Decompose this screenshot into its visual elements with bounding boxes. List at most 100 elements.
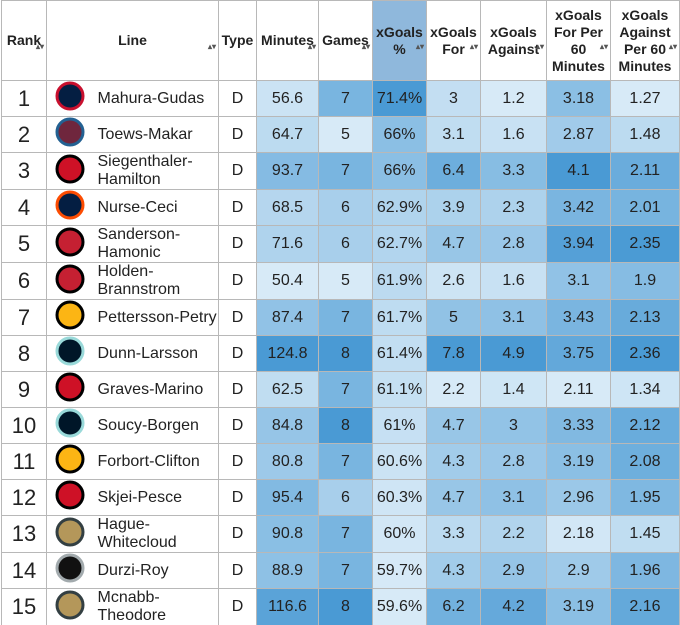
stat-cell: 2.9 xyxy=(480,552,547,589)
table-row: 15 Mcnabb-Theodore D 116.6 8 59.6% 6.2 4.2 3.19 2… xyxy=(1,588,680,625)
stat-cell: 2.8 xyxy=(480,443,547,480)
rank-cell: 9 xyxy=(1,371,47,408)
stat-cell: 7 xyxy=(318,371,373,408)
team-logo-cell xyxy=(46,479,94,516)
table-row: 9 Graves-Marino D 62.5 7 61.1% 2.2 1.4 2.11 1.34 xyxy=(1,371,680,408)
stat-cell: 4.7 xyxy=(426,479,481,516)
line-cell: Mahura-Gudas xyxy=(93,80,219,117)
line-cell: Sanderson-Hamonic xyxy=(93,225,219,263)
stat-cell: 64.7 xyxy=(256,116,319,153)
line-cell: Graves-Marino xyxy=(93,371,219,408)
stat-cell: 2.11 xyxy=(610,152,680,190)
stat-cell: 2.11 xyxy=(546,371,611,408)
rank-cell: 14 xyxy=(1,552,47,589)
rank-cell: 7 xyxy=(1,299,47,336)
column-header[interactable]: xGoals For ▴▾ xyxy=(426,0,481,81)
table-row: 14 Durzi-Roy D 88.9 7 59.7% 4.3 2.9 2.9 1.96 xyxy=(1,552,680,589)
stat-cell: 7 xyxy=(318,552,373,589)
stat-cell: 3.1 xyxy=(480,299,547,336)
team-logo xyxy=(55,517,85,546)
logo-shape xyxy=(55,264,85,293)
column-header[interactable]: Minutes ▴▾ xyxy=(256,0,319,81)
stat-cell: 6 xyxy=(318,479,373,516)
header-label: xGoals % xyxy=(376,23,423,57)
column-header[interactable]: xGoals Against Per 60 Minutes ▴▾ xyxy=(610,0,680,81)
rank-cell: 15 xyxy=(1,588,47,625)
table-row: 7 Pettersson-Petry D 87.4 7 61.7% 5 3.1 3.43 2.13 xyxy=(1,299,680,336)
stat-cell: 61.9% xyxy=(372,262,427,300)
team-logo xyxy=(55,590,85,619)
stat-cell: 61.4% xyxy=(372,335,427,372)
sort-arrow: ▴▾ xyxy=(469,42,478,51)
logo-shape xyxy=(55,336,85,366)
logo-shape xyxy=(55,227,85,256)
column-header[interactable]: Rank ▴▾ xyxy=(1,0,47,81)
column-header[interactable]: Type xyxy=(218,0,257,81)
stat-cell: 1.34 xyxy=(610,371,680,408)
stat-cell: 8 xyxy=(318,407,373,444)
stat-cell: 2.08 xyxy=(610,443,680,480)
rank-cell: 1 xyxy=(1,80,47,117)
stat-cell: 2.13 xyxy=(610,299,680,336)
sort-arrow: ▴▾ xyxy=(307,42,316,51)
stat-cell: 68.5 xyxy=(256,189,319,226)
stat-cell: 5 xyxy=(318,262,373,300)
line-cell: Holden-Brannstrom xyxy=(93,262,219,300)
team-logo-cell xyxy=(46,152,94,190)
table-row: 12 Skjei-Pesce D 95.4 6 60.3% 4.7 3.1 2.96 1.95 xyxy=(1,479,680,516)
header-row: Rank ▴▾ Line ▴▾ Type Minutes ▴▾ Games ▴▾ xGoals %… xyxy=(1,0,680,81)
stat-cell: 66% xyxy=(372,116,427,153)
stat-cell: 1.95 xyxy=(610,479,680,516)
stat-cell: 3.1 xyxy=(546,262,611,300)
stat-cell: 3.3 xyxy=(426,515,481,553)
table-row: 11 Forbort-Clifton D 80.8 7 60.6% 4.3 2.8 3.19 2.… xyxy=(1,443,680,480)
team-logo xyxy=(55,81,85,111)
stat-cell: 3.94 xyxy=(546,225,611,263)
logo-shape xyxy=(55,154,85,183)
line-cell: Durzi-Roy xyxy=(93,552,219,589)
header-label: Rank xyxy=(6,32,42,48)
stat-cell: D xyxy=(218,552,257,589)
stat-cell: 4.9 xyxy=(480,335,547,372)
stat-cell: 1.48 xyxy=(610,116,680,153)
header-label: Games xyxy=(322,32,369,48)
header-label: xGoals Against xyxy=(487,23,540,57)
logo-shape xyxy=(55,517,85,546)
team-logo-cell xyxy=(46,515,94,553)
line-cell: Forbort-Clifton xyxy=(93,443,219,480)
stat-cell: 50.4 xyxy=(256,262,319,300)
stat-cell: 124.8 xyxy=(256,335,319,372)
column-header[interactable]: xGoals For Per 60 Minutes ▴▾ xyxy=(546,0,611,81)
stat-cell: D xyxy=(218,189,257,226)
sort-arrow: ▴▾ xyxy=(668,42,677,51)
stat-cell: 7 xyxy=(318,299,373,336)
stat-cell: 71.6 xyxy=(256,225,319,263)
stat-cell: 3 xyxy=(426,80,481,117)
column-header[interactable]: xGoals Against ▴▾ xyxy=(480,0,547,81)
stat-cell: 62.7% xyxy=(372,225,427,263)
logo-shape xyxy=(55,480,85,510)
sort-arrow: ▴▾ xyxy=(599,42,608,51)
team-logo-cell xyxy=(46,552,94,589)
stat-cell: 6 xyxy=(318,225,373,263)
stat-cell: 71.4% xyxy=(372,80,427,117)
stat-cell: 2.87 xyxy=(546,116,611,153)
stat-cell: 2.01 xyxy=(610,189,680,226)
stat-cell: 116.6 xyxy=(256,588,319,625)
stat-cell: 4.3 xyxy=(426,443,481,480)
logo-shape xyxy=(55,81,85,111)
column-header[interactable]: Line ▴▾ xyxy=(46,0,219,81)
stat-cell: 88.9 xyxy=(256,552,319,589)
column-header[interactable]: Games ▴▾ xyxy=(318,0,373,81)
stat-cell: D xyxy=(218,116,257,153)
table-row: 3 Siegenthaler-Hamilton D 93.7 7 66% 6.4 3.3 4.1… xyxy=(1,152,680,190)
stat-cell: 2.12 xyxy=(610,407,680,444)
stat-cell: 5 xyxy=(426,299,481,336)
column-header[interactable]: xGoals % ▴▾ xyxy=(372,0,427,81)
rank-cell: 8 xyxy=(1,335,47,372)
line-cell: Siegenthaler-Hamilton xyxy=(93,152,219,190)
rank-cell: 6 xyxy=(1,262,47,300)
stat-cell: 2.8 xyxy=(480,225,547,263)
stat-cell: 8 xyxy=(318,335,373,372)
